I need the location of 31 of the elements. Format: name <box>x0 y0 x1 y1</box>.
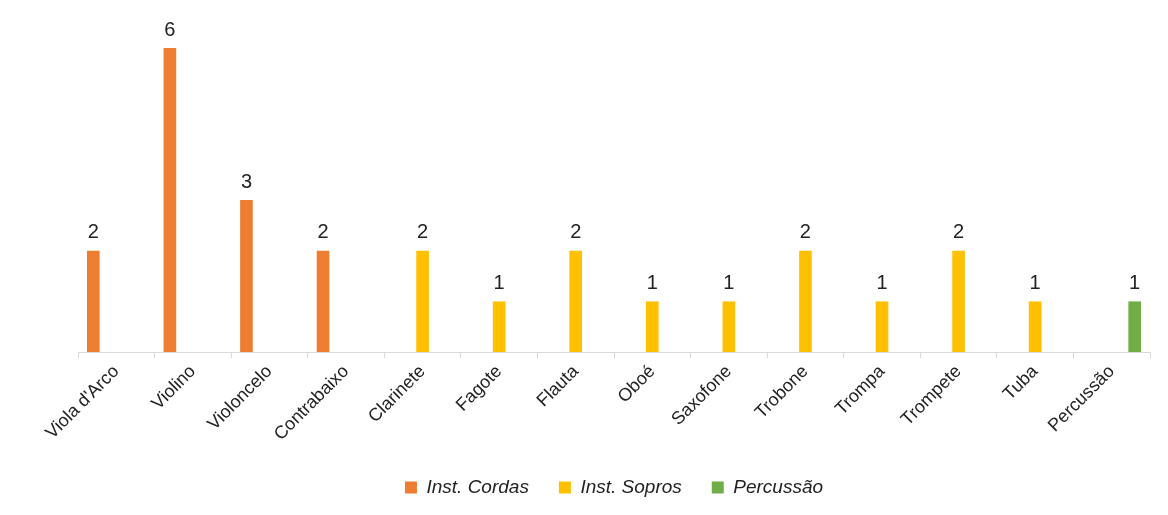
data-label: 2 <box>799 220 811 243</box>
data-label: 1 <box>493 270 505 293</box>
data-label: 1 <box>1029 270 1041 293</box>
bar <box>1028 301 1042 353</box>
bar <box>87 250 100 353</box>
data-label: 2 <box>570 220 582 243</box>
bar <box>952 250 965 353</box>
legend-label: Inst. Sopros <box>580 475 683 497</box>
data-label: 1 <box>723 270 735 293</box>
data-label: 1 <box>646 270 658 293</box>
data-label: 1 <box>1129 270 1141 293</box>
bar <box>416 250 429 353</box>
data-label: 3 <box>240 169 253 192</box>
legend-label: Inst. Cordas <box>426 475 530 497</box>
data-label: 2 <box>953 220 965 243</box>
bar <box>1128 301 1141 353</box>
bar <box>799 250 812 353</box>
bar <box>645 301 659 353</box>
bar <box>722 301 736 353</box>
data-label: 2 <box>417 220 429 243</box>
bar <box>875 301 889 353</box>
data-label: 6 <box>164 17 176 40</box>
data-label: 2 <box>87 220 99 243</box>
bar <box>316 250 330 353</box>
bar <box>240 200 253 353</box>
data-label: 2 <box>317 220 329 243</box>
bar <box>569 250 583 353</box>
data-label: 1 <box>876 270 888 293</box>
legend-label: Percussão <box>733 475 824 497</box>
bar <box>492 301 506 353</box>
bar <box>163 48 177 353</box>
